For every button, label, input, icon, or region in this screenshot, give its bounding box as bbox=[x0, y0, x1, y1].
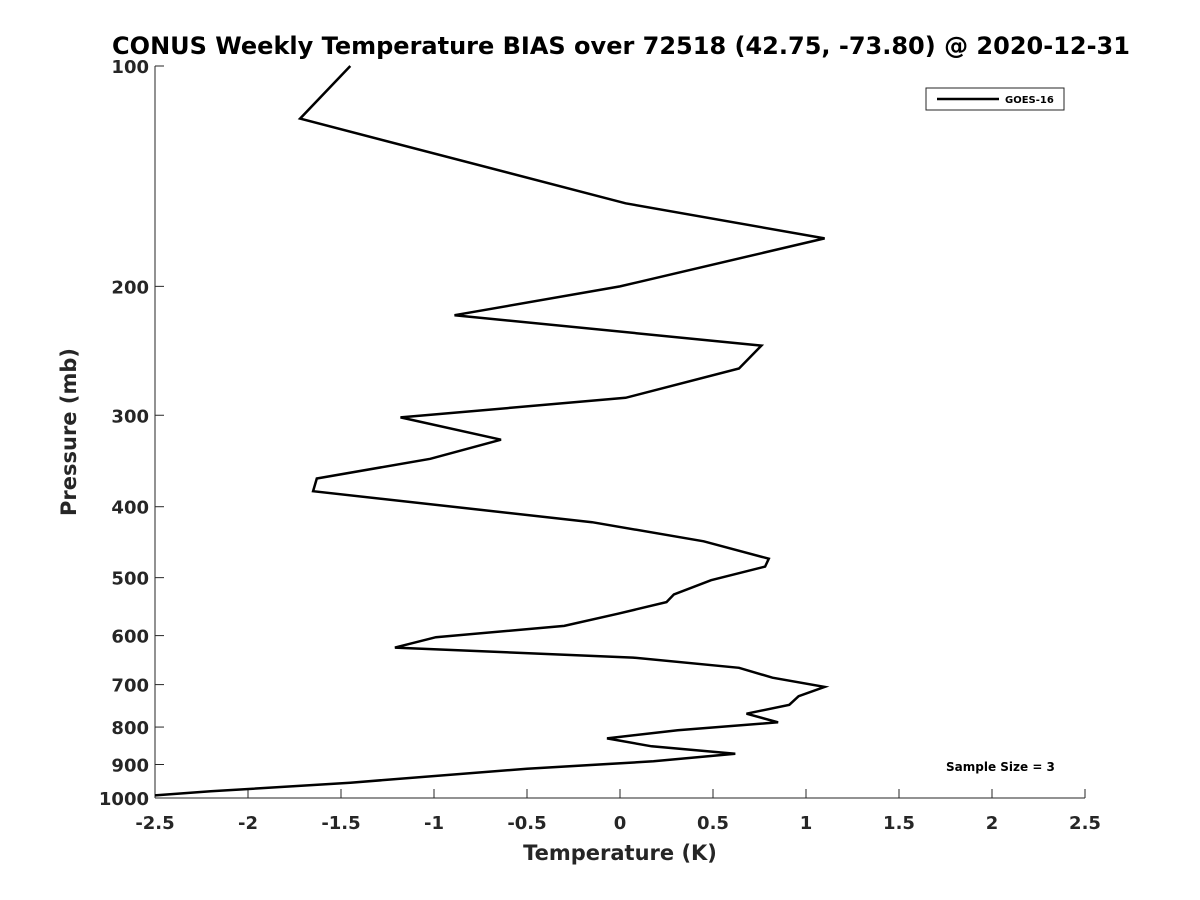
chart-title: CONUS Weekly Temperature BIAS over 72518… bbox=[112, 32, 1130, 60]
x-axis-label: Temperature (K) bbox=[523, 841, 717, 865]
x-tick-label: 0 bbox=[614, 813, 627, 834]
legend-entry-goes-16: GOES-16 bbox=[1005, 95, 1054, 106]
y-tick-label: 300 bbox=[111, 406, 149, 427]
y-tick-label: 900 bbox=[111, 756, 149, 777]
x-tick-label: 0.5 bbox=[697, 813, 729, 834]
y-tick-label: 200 bbox=[111, 277, 149, 298]
y-tick-label: 700 bbox=[111, 676, 149, 697]
y-tick-label: 800 bbox=[111, 718, 149, 739]
x-tick-label: -0.5 bbox=[507, 813, 546, 834]
x-tick-label: -1.5 bbox=[321, 813, 360, 834]
y-ticks: 100 200 300 400 500 600 700 800 900 1000 bbox=[99, 57, 164, 810]
x-tick-label: 1 bbox=[800, 813, 813, 834]
x-tick-label: -2.5 bbox=[135, 813, 174, 834]
series-line-goes-16 bbox=[154, 65, 830, 797]
x-tick-label: 1.5 bbox=[883, 813, 915, 834]
y-axis-label: Pressure (mb) bbox=[57, 348, 81, 516]
y-tick-label: 500 bbox=[111, 569, 149, 590]
x-ticks: -2.5 -2 -1.5 -1 -0.5 0 0.5 1 1.5 2 2.5 bbox=[135, 789, 1101, 834]
y-tick-label: 1000 bbox=[99, 789, 149, 810]
legend: GOES-16 bbox=[925, 87, 1065, 111]
x-tick-label: 2 bbox=[986, 813, 999, 834]
x-tick-label: 2.5 bbox=[1069, 813, 1101, 834]
y-tick-label: 400 bbox=[111, 498, 149, 519]
plot-area: -2.5 -2 -1.5 -1 -0.5 0 0.5 1 1.5 2 2.5 100 200 300 40… bbox=[99, 57, 1101, 834]
sample-size-annotation: Sample Size = 3 bbox=[946, 760, 1055, 774]
y-tick-label: 100 bbox=[111, 57, 149, 78]
x-tick-label: -2 bbox=[238, 813, 258, 834]
x-tick-label: -1 bbox=[424, 813, 444, 834]
y-tick-label: 600 bbox=[111, 627, 149, 648]
